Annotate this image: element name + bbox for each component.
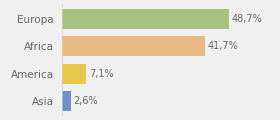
Text: 7,1%: 7,1% xyxy=(89,69,113,79)
Bar xyxy=(62,36,205,56)
Bar xyxy=(62,9,229,29)
Bar xyxy=(62,64,86,84)
Text: 41,7%: 41,7% xyxy=(207,41,238,51)
Bar xyxy=(62,91,71,111)
Text: 48,7%: 48,7% xyxy=(232,14,262,24)
Text: 2,6%: 2,6% xyxy=(73,96,98,106)
